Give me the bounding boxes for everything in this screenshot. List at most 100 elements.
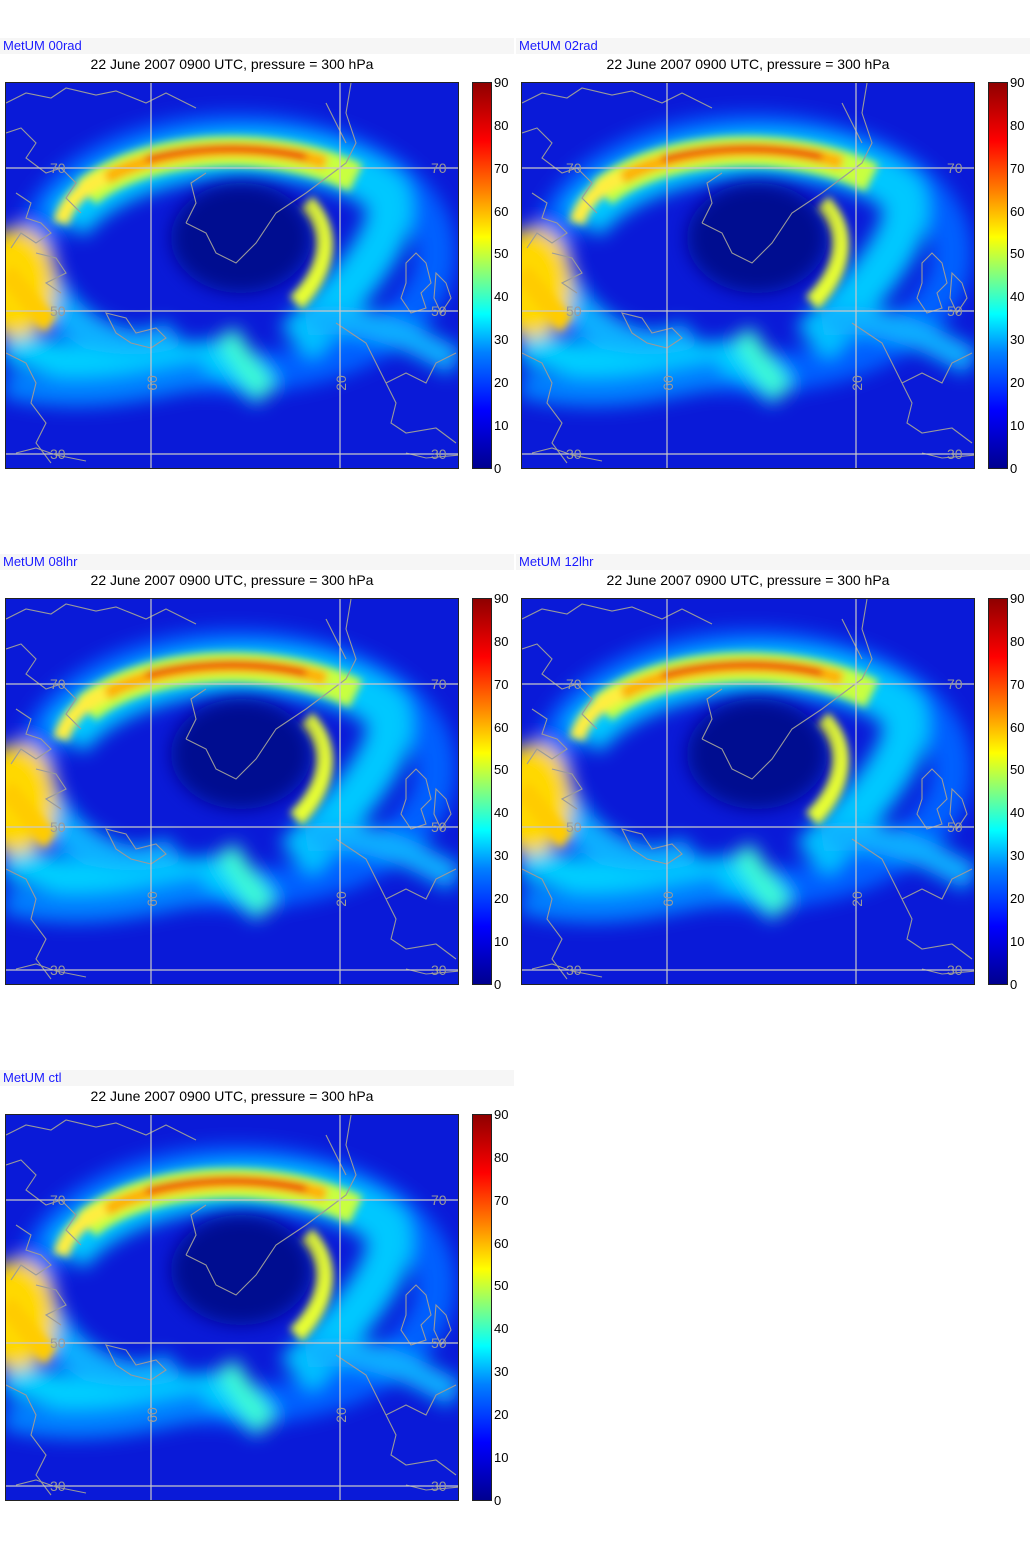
colorbar-tick: 30 (494, 848, 509, 863)
lat-label-70-left: 70 (566, 676, 582, 692)
colorbar (988, 82, 1008, 469)
colorbar-tick: 60 (1010, 204, 1025, 219)
map-graphic (6, 83, 458, 468)
colorbar-tick: 40 (494, 805, 509, 820)
graticule (522, 599, 974, 984)
lat-label-70-left: 70 (566, 160, 582, 176)
lat-label-70-right: 70 (431, 676, 447, 692)
panel-title: 22 June 2007 0900 UTC, pressure = 300 hP… (90, 56, 374, 72)
colorbar-tick: 90 (1010, 75, 1025, 90)
lat-label-30-left: 30 (50, 446, 66, 462)
colorbar-tick: 40 (494, 1321, 509, 1336)
panel-title: 22 June 2007 0900 UTC, pressure = 300 hP… (90, 1088, 374, 1104)
map-panel-1: MetUM 00rad 22 June 2007 0900 UTC, press… (0, 38, 514, 508)
map-graphic (522, 599, 974, 984)
wind-speed-map: 70 70 50 50 30 30 60 20 (521, 598, 975, 985)
colorbar-tick: 80 (1010, 634, 1025, 649)
lat-label-70-left: 70 (50, 160, 66, 176)
map-graphic (522, 83, 974, 468)
colorbar-tick: 70 (1010, 677, 1025, 692)
run-label: MetUM ctl (0, 1070, 514, 1086)
lat-label-30-right: 30 (431, 1478, 447, 1494)
colorbar-tick: 10 (1010, 934, 1025, 949)
map-panel-4: MetUM 12lhr 22 June 2007 0900 UTC, press… (516, 554, 1030, 1024)
lat-label-50-left: 50 (50, 303, 66, 319)
colorbar-tick: 20 (1010, 891, 1025, 906)
lat-label-70-left: 70 (50, 1192, 66, 1208)
colorbar-tick: 50 (494, 1278, 509, 1293)
lat-label-70-right: 70 (431, 1192, 447, 1208)
lat-label-50-right: 50 (947, 819, 963, 835)
colorbar-tick: 30 (494, 1364, 509, 1379)
colorbar-tick: 10 (494, 1450, 509, 1465)
wind-speed-map: 70 70 50 50 30 30 60 20 (5, 82, 459, 469)
colorbar-tick: 60 (494, 720, 509, 735)
colorbar-tick: 50 (494, 246, 509, 261)
jet-core (6, 1168, 363, 1364)
colorbar-tick: 70 (1010, 161, 1025, 176)
panel-title: 22 June 2007 0900 UTC, pressure = 300 hP… (90, 572, 374, 588)
colorbar-tick: 80 (494, 1150, 509, 1165)
lon-label-60: 60 (143, 891, 160, 907)
lat-label-50-right: 50 (431, 303, 447, 319)
lon-label-60: 60 (659, 375, 676, 391)
colorbar-tick: 20 (1010, 375, 1025, 390)
colorbar-tick: 60 (494, 204, 509, 219)
lon-label-20: 20 (848, 891, 865, 907)
colorbar-tick: 30 (1010, 332, 1025, 347)
map-panel-2: MetUM 02rad 22 June 2007 0900 UTC, press… (516, 38, 1030, 508)
colorbar-tick: 10 (1010, 418, 1025, 433)
jet-core (6, 136, 363, 332)
lat-label-70-left: 70 (50, 676, 66, 692)
wind-speed-map: 70 70 50 50 30 30 60 20 (5, 598, 459, 985)
colorbar-tick: 0 (494, 977, 502, 992)
map-graphic (6, 1115, 458, 1500)
colorbar-tick: 50 (494, 762, 509, 777)
map-graphic (6, 599, 458, 984)
lat-label-50-left: 50 (50, 819, 66, 835)
lat-label-70-right: 70 (947, 676, 963, 692)
lon-label-20: 20 (332, 375, 349, 391)
run-label: MetUM 02rad (516, 38, 1030, 54)
colorbar-tick: 30 (1010, 848, 1025, 863)
lat-label-70-right: 70 (947, 160, 963, 176)
lat-label-30-left: 30 (566, 446, 582, 462)
lat-label-50-right: 50 (431, 1335, 447, 1351)
colorbar-tick: 0 (494, 461, 502, 476)
colorbar (472, 598, 492, 985)
colorbar-tick: 20 (494, 375, 509, 390)
lat-label-50-right: 50 (431, 819, 447, 835)
lat-label-70-right: 70 (431, 160, 447, 176)
lat-label-30-right: 30 (431, 962, 447, 978)
run-label: MetUM 12lhr (516, 554, 1030, 570)
coastlines (6, 1115, 458, 1496)
lat-label-50-left: 50 (50, 1335, 66, 1351)
colorbar-tick: 70 (494, 161, 509, 176)
graticule (522, 83, 974, 468)
lon-label-20: 20 (848, 375, 865, 391)
colorbar-tick: 10 (494, 934, 509, 949)
lon-label-20: 20 (332, 891, 349, 907)
graticule (6, 83, 458, 468)
map-panel-3: MetUM 08lhr 22 June 2007 0900 UTC, press… (0, 554, 514, 1024)
colorbar-tick: 70 (494, 677, 509, 692)
colorbar-tick: 20 (494, 1407, 509, 1422)
colorbar-tick: 50 (1010, 246, 1025, 261)
colorbar-tick: 0 (1010, 977, 1018, 992)
colorbar-tick: 30 (494, 332, 509, 347)
lat-label-30-left: 30 (50, 962, 66, 978)
coastlines (6, 599, 458, 980)
coastlines (522, 83, 974, 464)
lon-label-20: 20 (332, 1407, 349, 1423)
vortex-core (171, 1215, 311, 1325)
colorbar-tick: 0 (1010, 461, 1018, 476)
colorbar-tick: 60 (494, 1236, 509, 1251)
jet-core (6, 652, 363, 848)
colorbar-tick: 40 (1010, 289, 1025, 304)
wind-speed-map: 70 70 50 50 30 30 60 20 (521, 82, 975, 469)
coastlines (6, 83, 458, 464)
graticule (6, 599, 458, 984)
colorbar-tick: 90 (1010, 591, 1025, 606)
run-label: MetUM 00rad (0, 38, 514, 54)
colorbar-tick: 50 (1010, 762, 1025, 777)
